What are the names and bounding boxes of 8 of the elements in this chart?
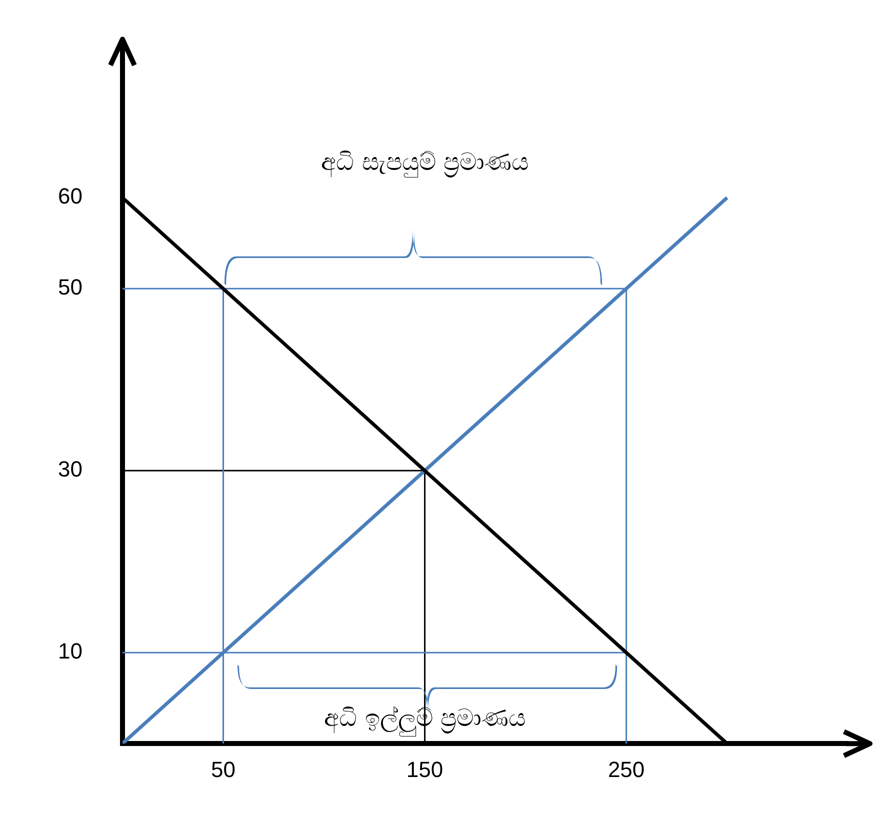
- y-tick-label: 60: [58, 184, 82, 209]
- x-tick-label: 250: [608, 756, 645, 782]
- y-tick-label: 10: [58, 638, 82, 664]
- x-tick-label: 150: [406, 756, 444, 782]
- y-tick-label: 50: [58, 274, 82, 300]
- x-tick-label: 50: [210, 756, 236, 782]
- annotation: අධි සැපයුම් ප්‍රමාණය: [320, 148, 530, 176]
- y-tick-label: 30: [58, 456, 82, 482]
